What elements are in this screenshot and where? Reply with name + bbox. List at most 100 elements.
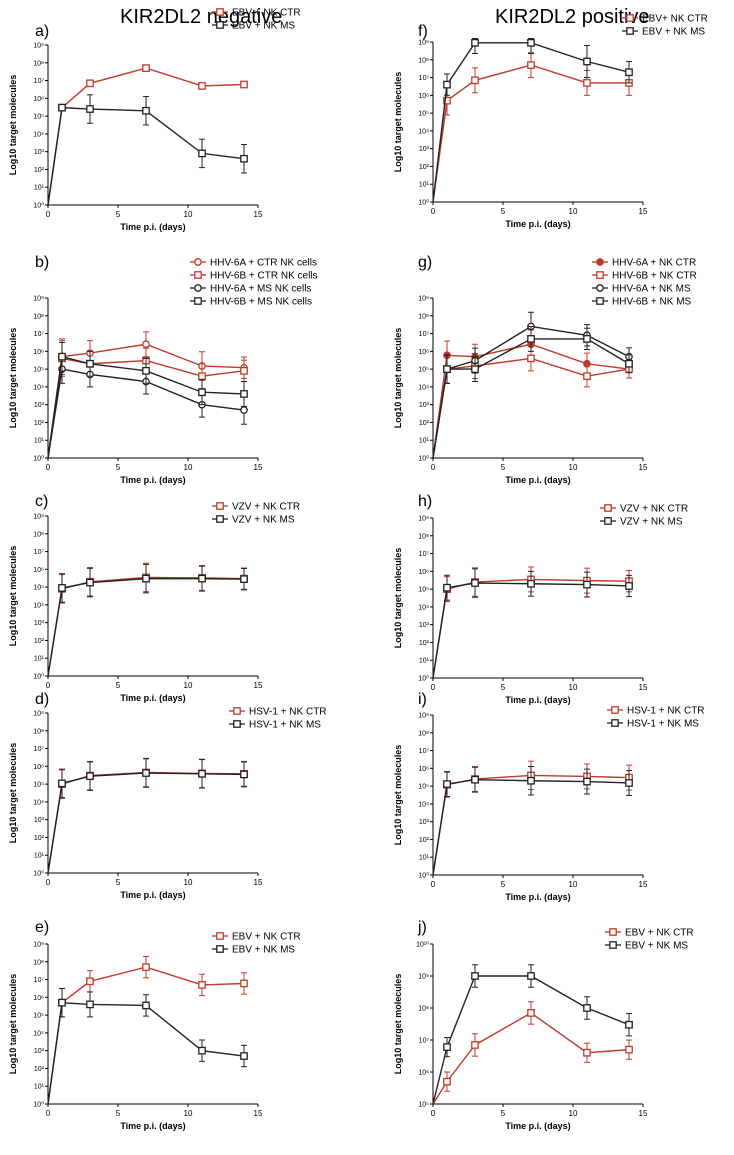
y-tick-label: 10⁶: [418, 349, 429, 356]
legend-marker: [216, 515, 224, 523]
y-tick-label: 10⁵: [33, 114, 44, 121]
x-tick-label: 5: [501, 683, 506, 692]
data-point: [443, 780, 451, 788]
series-line: [47, 67, 245, 206]
series-2: [47, 987, 248, 1105]
y-tick-label: 10⁸: [418, 1006, 429, 1013]
data-point: [583, 57, 591, 66]
y-tick-label: 10²: [419, 640, 430, 647]
x-axis-title: Time p.i. (days): [120, 890, 185, 900]
data-point: [527, 579, 535, 588]
y-tick-label: 10⁴: [418, 604, 429, 611]
panel-letter: g): [418, 254, 432, 271]
y-tick-label: 10⁰: [33, 1101, 44, 1109]
y-tick-label: 10⁹: [418, 296, 429, 303]
y-tick-label: 10⁹: [33, 711, 44, 718]
x-tick-label: 10: [184, 463, 193, 472]
y-tick-label: 10⁷: [34, 78, 45, 85]
panel-letter: c): [35, 493, 48, 510]
data-point: [86, 1000, 94, 1009]
y-tick-label: 10²: [419, 837, 430, 844]
legend-marker: [233, 720, 241, 728]
legend-marker: [596, 258, 604, 266]
legend: EBV+ NK CTR EBV + NK MS: [622, 14, 708, 38]
panel-letter: i): [418, 691, 427, 708]
y-tick-label: 10⁷: [419, 75, 430, 82]
y-tick-label: 10⁵: [418, 784, 429, 791]
axes: [430, 714, 644, 878]
x-tick-label: 5: [116, 463, 121, 472]
legend-label: EBV + NK CTR: [625, 928, 694, 939]
y-axis-title: Log10 target molecules: [8, 546, 18, 647]
axes: [45, 712, 259, 876]
y-tick-label: 10⁶: [33, 96, 44, 103]
data-point: [527, 61, 535, 69]
y-tick-label: 10¹⁰: [416, 941, 429, 949]
y-tick-label: 10³: [419, 146, 430, 153]
x-tick-label: 0: [46, 878, 51, 887]
x-tick-label: 10: [184, 1109, 193, 1118]
y-tick-label: 10³: [419, 622, 430, 629]
legend-marker: [233, 707, 241, 715]
legend-label: HSV-1 + NK MS: [627, 719, 699, 730]
y-tick-label: 10¹: [419, 438, 430, 445]
data-point: [471, 775, 479, 784]
legend-marker: [216, 502, 224, 510]
y-tick-label: 10⁶: [33, 349, 44, 356]
y-axis-title: Log10 target molecules: [8, 328, 18, 429]
x-tick-label: 0: [46, 210, 51, 219]
data-point: [240, 80, 248, 89]
x-axis-title: Time p.i. (days): [505, 695, 570, 705]
x-tick-label: 0: [46, 463, 51, 472]
y-tick-label: 10⁰: [33, 673, 44, 681]
legend-label: HHV-6B + NK MS: [612, 297, 692, 308]
legend: VZV + NK CTR VZV + NK MS: [212, 502, 300, 526]
x-tick-label: 15: [254, 878, 263, 887]
y-tick-label: 10¹: [34, 1084, 45, 1091]
x-tick-label: 10: [184, 681, 193, 690]
legend-label: HSV-1 + NK CTR: [627, 706, 705, 717]
y-tick-label: 10⁸: [33, 531, 44, 538]
y-tick-label: 10³: [34, 1048, 45, 1055]
series-line: [432, 338, 630, 459]
x-tick-label: 15: [639, 683, 648, 692]
series-line: [432, 778, 630, 876]
series-line: [432, 1012, 630, 1105]
legend-label: HHV-6A + NK MS: [612, 284, 691, 295]
y-tick-label: 10¹: [419, 182, 430, 189]
data-point: [142, 340, 150, 349]
data-point: [240, 1052, 248, 1060]
x-tick-label: 15: [639, 463, 648, 472]
data-point: [471, 76, 479, 85]
panel-letter: e): [35, 919, 49, 936]
data-point: [443, 1043, 451, 1051]
data-point: [86, 79, 94, 88]
y-tick-label: 10⁹: [33, 296, 44, 303]
chart-panel-a: a) 10⁰ 10¹ 10² 10³ 10⁴ 10⁵ 10⁶ 10⁷ 10⁸ 10⁹ 0 5 10 15 Ti…: [8, 8, 301, 233]
x-tick-label: 10: [569, 463, 578, 472]
series-3: [432, 311, 633, 459]
series-line: [432, 582, 630, 679]
axes: [45, 297, 259, 461]
legend-label: EBV+ NK CTR: [642, 14, 708, 25]
y-tick-label: 10⁴: [33, 1030, 44, 1037]
y-axis-title: Log10 target molecules: [8, 743, 18, 844]
y-tick-label: 10¹: [34, 656, 45, 663]
axes: [430, 297, 644, 461]
data-point: [58, 103, 66, 112]
data-point: [240, 366, 248, 375]
x-tick-label: 5: [501, 880, 506, 889]
data-point: [625, 582, 633, 590]
series-2: [432, 766, 633, 876]
y-tick-label: 10⁸: [418, 730, 429, 737]
legend-marker: [216, 8, 224, 16]
y-tick-label: 10⁵: [33, 585, 44, 592]
x-axis-title: Time p.i. (days): [120, 475, 185, 485]
y-tick-label: 10⁹: [33, 43, 44, 50]
y-axis-title: Log10 target molecules: [8, 974, 18, 1075]
legend-marker: [216, 945, 224, 953]
x-tick-label: 15: [639, 1109, 648, 1118]
legend-label: HHV-6B + NK CTR: [612, 271, 697, 282]
y-tick-label: 10⁹: [33, 942, 44, 949]
data-point: [142, 769, 150, 777]
